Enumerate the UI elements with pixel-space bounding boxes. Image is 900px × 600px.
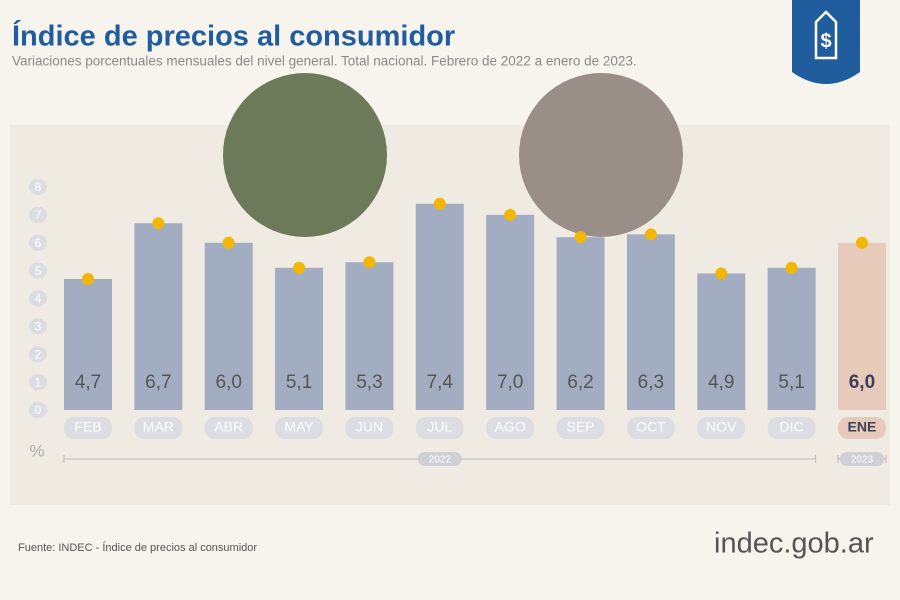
y-tick-label: 5 <box>35 264 42 278</box>
value-label: 6,0 <box>216 372 242 393</box>
bar <box>204 242 253 410</box>
y-axis-label: % <box>29 441 44 460</box>
x-tick-pill <box>415 417 464 439</box>
x-tick-label: FEB <box>74 419 101 435</box>
x-tick-label: JUL <box>427 419 452 435</box>
value-label: 5,1 <box>778 372 804 393</box>
x-tick-label: MAR <box>143 419 174 435</box>
value-label: 7,4 <box>427 372 454 393</box>
bar <box>626 234 675 410</box>
bar <box>556 237 605 410</box>
marker <box>363 256 376 269</box>
marker <box>644 228 657 241</box>
marker <box>222 236 235 249</box>
logo-shield <box>792 0 860 84</box>
x-tick-label: DIC <box>780 419 804 435</box>
y-tick-pill <box>29 206 47 223</box>
x-tick-pill <box>556 417 605 439</box>
x-tick-label: SEP <box>567 419 595 435</box>
y-tick-label: 7 <box>35 208 42 222</box>
y-tick-label: 1 <box>35 375 42 389</box>
bar <box>837 242 886 410</box>
x-tick-pill <box>837 417 886 439</box>
y-tick-pill <box>29 402 47 418</box>
y-tick-label: 3 <box>35 320 42 334</box>
y-tick-pill <box>29 318 47 335</box>
bar <box>486 214 535 410</box>
photo <box>223 73 387 237</box>
brand: indec.gob.ar <box>714 528 874 560</box>
y-tick-pill <box>29 179 47 195</box>
value-label: 4,9 <box>708 372 734 393</box>
logo-tag <box>814 10 838 60</box>
y-tick-pill <box>29 262 47 279</box>
group-pill <box>839 452 884 466</box>
marker <box>715 267 728 280</box>
x-tick-label: OCT <box>636 419 666 435</box>
bar <box>134 223 183 410</box>
marker <box>433 197 446 210</box>
x-tick-label: ABR <box>214 419 243 435</box>
x-tick-pill <box>134 417 183 439</box>
bar <box>345 262 394 410</box>
marker <box>504 208 517 221</box>
x-tick-label: AGO <box>495 419 526 435</box>
value-label: 4,7 <box>75 372 101 393</box>
group-label: 2023 <box>851 455 874 466</box>
y-tick-label: 8 <box>35 180 42 194</box>
marker <box>785 261 798 274</box>
marker <box>855 236 868 249</box>
x-tick-pill <box>626 417 675 439</box>
value-label: 6,2 <box>567 372 593 393</box>
logo-symbol: $ <box>820 30 831 52</box>
y-tick-label: 4 <box>35 292 42 306</box>
x-tick-label: MAY <box>284 419 314 435</box>
value-label: 6,7 <box>145 372 171 393</box>
bar <box>697 273 746 410</box>
x-tick-pill <box>345 417 394 439</box>
group-pill <box>417 452 462 466</box>
group-label: 2022 <box>429 455 452 466</box>
bar <box>64 278 112 410</box>
x-tick-pill <box>697 417 746 439</box>
bar <box>767 267 816 410</box>
value-label: 7,0 <box>497 372 523 393</box>
value-label: 5,1 <box>286 372 312 393</box>
y-tick-pill <box>29 374 47 391</box>
bar <box>275 267 324 410</box>
y-tick-label: 6 <box>35 236 42 250</box>
marker <box>152 217 165 230</box>
chart-title: Índice de precios al consumidor <box>12 19 455 53</box>
bar <box>415 203 464 410</box>
x-tick-label: NOV <box>706 419 737 435</box>
x-tick-label: ENE <box>848 419 877 435</box>
y-tick-pill <box>29 346 47 363</box>
y-tick-pill <box>29 290 47 307</box>
x-tick-label: JUN <box>356 419 383 435</box>
x-tick-pill <box>486 417 535 439</box>
y-tick-label: 2 <box>35 347 42 361</box>
marker <box>574 231 587 244</box>
x-tick-pill <box>767 417 816 439</box>
y-tick-pill <box>29 234 47 251</box>
x-tick-pill <box>204 417 253 439</box>
marker <box>293 261 306 274</box>
value-label: 5,3 <box>356 372 382 393</box>
x-tick-pill <box>275 417 324 439</box>
chart-subtitle: Variaciones porcentuales mensuales del n… <box>12 54 637 69</box>
marker <box>82 272 94 285</box>
source: Fuente: INDEC - Índice de precios al con… <box>18 541 257 554</box>
photo <box>519 73 683 237</box>
x-tick-pill <box>64 417 112 439</box>
value-label: 6,0 <box>849 372 875 393</box>
value-label: 6,3 <box>638 372 664 393</box>
logo: $ <box>792 0 860 84</box>
y-tick-label: 0 <box>35 403 42 417</box>
